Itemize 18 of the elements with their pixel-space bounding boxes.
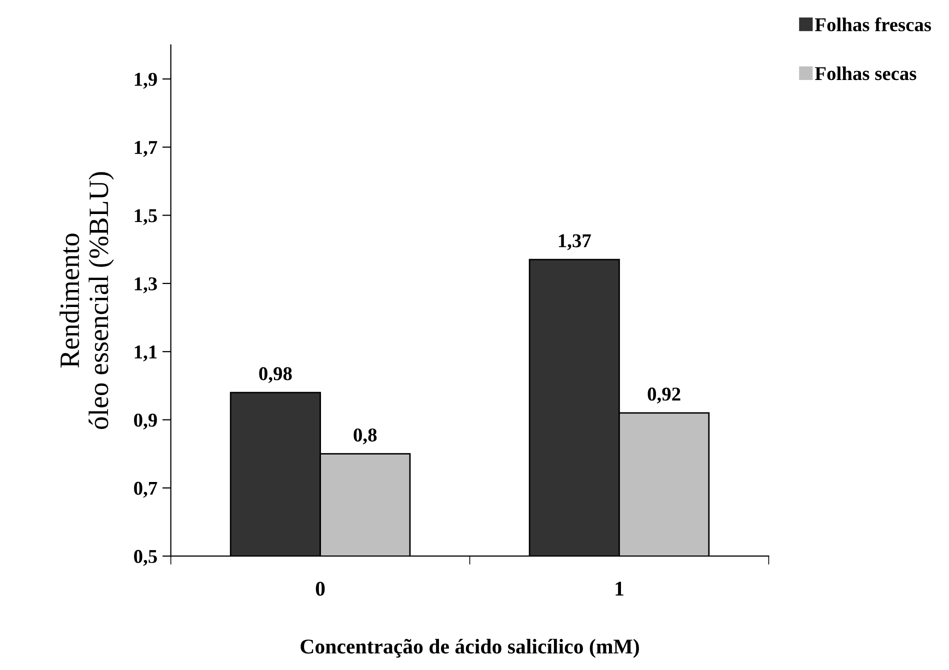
legend-label: Folhas secas [814,66,916,80]
y-tick-label: 0,5 [134,550,157,566]
y-tick-label: 1,9 [134,72,157,89]
y-axis-title: Rendimento óleo essencial (%BLU) [60,172,114,430]
data-label: 0,8 [354,428,377,444]
data-label: 0,98 [259,367,292,384]
x-axis-title: Concentração de ácido salicílico (mM) [300,638,639,658]
y-tick-label: 1,3 [134,277,157,294]
x-tick-label: 0 [316,582,325,596]
y-tick-label: 1,5 [134,209,157,226]
y-tick-label: 0,9 [134,414,157,430]
y-tick-label: 0,7 [134,482,158,498]
x-tick-label: 1 [616,582,624,596]
y-tick-label: 1,7 [134,141,158,157]
legend-label: Folhas frescas [814,17,932,32]
y-tick-label: 1,1 [134,346,157,362]
data-label: 0,92 [648,388,680,404]
data-label: 1,37 [558,234,591,250]
